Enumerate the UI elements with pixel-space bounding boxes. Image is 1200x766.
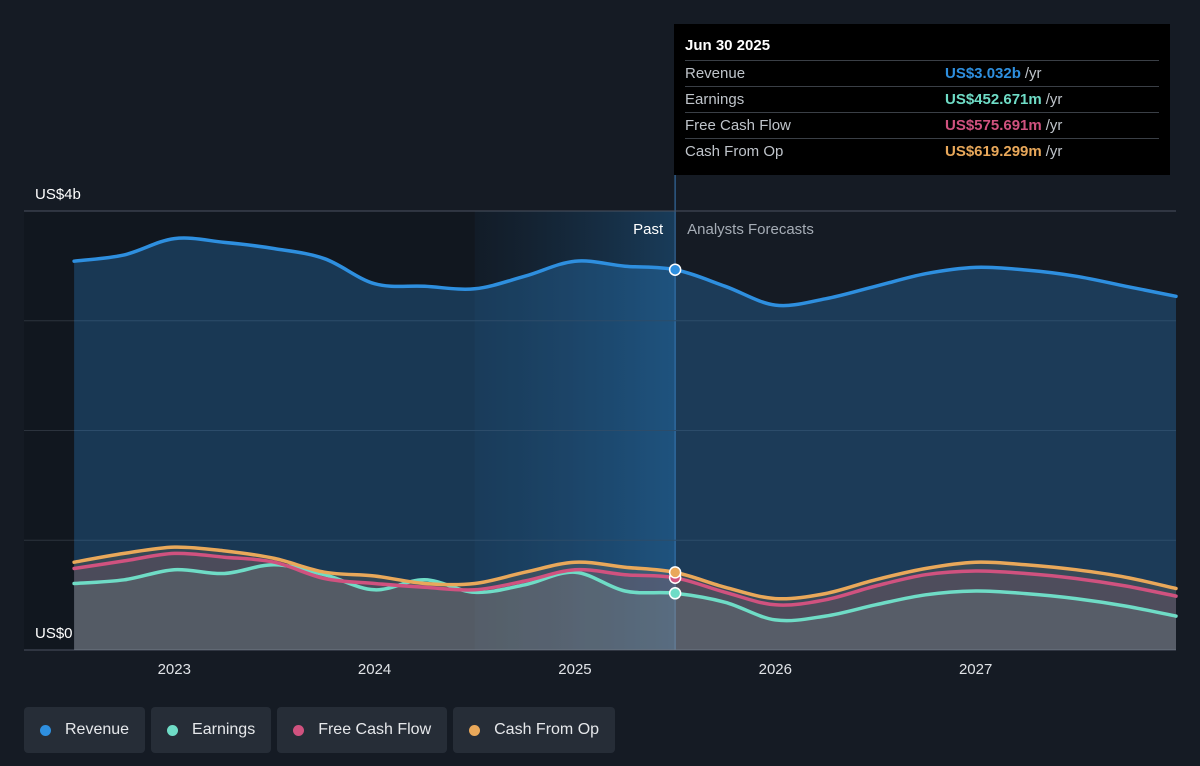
tooltip-name: Cash From Op xyxy=(685,143,784,160)
legend-item-free-cash-flow[interactable]: Free Cash Flow xyxy=(277,707,448,753)
x-tick-label: 2027 xyxy=(959,661,992,678)
past-label: Past xyxy=(633,221,664,238)
tooltip-name: Free Cash Flow xyxy=(685,117,791,134)
tooltip-date: Jun 30 2025 xyxy=(685,37,771,54)
tooltip-value: US$575.691m xyxy=(945,117,1042,134)
area-earnings xyxy=(74,564,1177,650)
legend-dot-icon xyxy=(40,724,51,736)
tooltip-name: Revenue xyxy=(685,65,746,82)
chart-area: US$4b US$0 2023 2024 2025 2026 2027 Past Analyst… xyxy=(24,24,1178,678)
line-cash-from-op xyxy=(72,545,1178,601)
legend-dot-icon xyxy=(469,724,481,736)
area-revenue xyxy=(74,238,1177,650)
line-earnings xyxy=(72,562,1178,623)
area-free-cash-flow xyxy=(74,553,1177,650)
x-tick-label: 2026 xyxy=(759,661,792,678)
tooltip-value: US$619.299m xyxy=(945,143,1042,160)
y-tick-label: US$0 xyxy=(35,625,73,642)
tooltip-unit: /yr xyxy=(1024,65,1042,82)
x-tick-label: 2024 xyxy=(358,661,391,678)
point-earnings xyxy=(668,587,682,600)
legend-dot-icon xyxy=(167,724,179,736)
line-free-cash-flow xyxy=(72,551,1178,607)
tooltip-unit: /yr xyxy=(1045,143,1063,160)
tooltip-row-earnings: Earnings US$452.671m /yr xyxy=(685,86,1159,112)
legend-label: Revenue xyxy=(65,721,130,738)
forecast-label: Analysts Forecasts xyxy=(687,221,814,238)
tooltip-row-revenue: Revenue US$3.032b /yr xyxy=(685,60,1159,86)
tooltip-name: Earnings xyxy=(685,91,745,108)
tooltip-unit: /yr xyxy=(1045,117,1063,134)
point-cash-from-op xyxy=(668,566,682,579)
legend-label: Free Cash Flow xyxy=(318,721,432,738)
x-tick-label: 2023 xyxy=(158,661,191,678)
line-revenue xyxy=(72,236,1178,308)
legend-item-revenue[interactable]: Revenue xyxy=(24,707,146,753)
tooltip-value: US$452.671m xyxy=(945,91,1042,108)
legend-label: Cash From Op xyxy=(494,721,600,738)
legend-dot-icon xyxy=(293,724,305,736)
chart-svg: US$4b US$0 2023 2024 2025 2026 2027 Past Analyst… xyxy=(24,175,1178,678)
point-revenue xyxy=(668,263,682,276)
legend-item-cash-from-op[interactable]: Cash From Op xyxy=(453,707,616,753)
tooltip-row-cash-from-op: Cash From Op US$619.299m /yr xyxy=(685,138,1159,164)
tooltip-row-free-cash-flow: Free Cash Flow US$575.691m /yr xyxy=(685,112,1159,138)
legend-label: Earnings xyxy=(192,721,256,738)
y-tick-label: US$4b xyxy=(35,186,81,203)
tooltip-value: US$3.032b xyxy=(945,65,1021,82)
x-tick-label: 2025 xyxy=(558,661,591,678)
legend: Revenue Earnings Free Cash Flow Cash Fro… xyxy=(24,707,616,753)
tooltip: Jun 30 2025 Revenue US$3.032b /yr Earnin… xyxy=(674,24,1170,175)
tooltip-unit: /yr xyxy=(1045,91,1063,108)
area-cash-from-op xyxy=(74,547,1177,650)
legend-item-earnings[interactable]: Earnings xyxy=(151,707,272,753)
